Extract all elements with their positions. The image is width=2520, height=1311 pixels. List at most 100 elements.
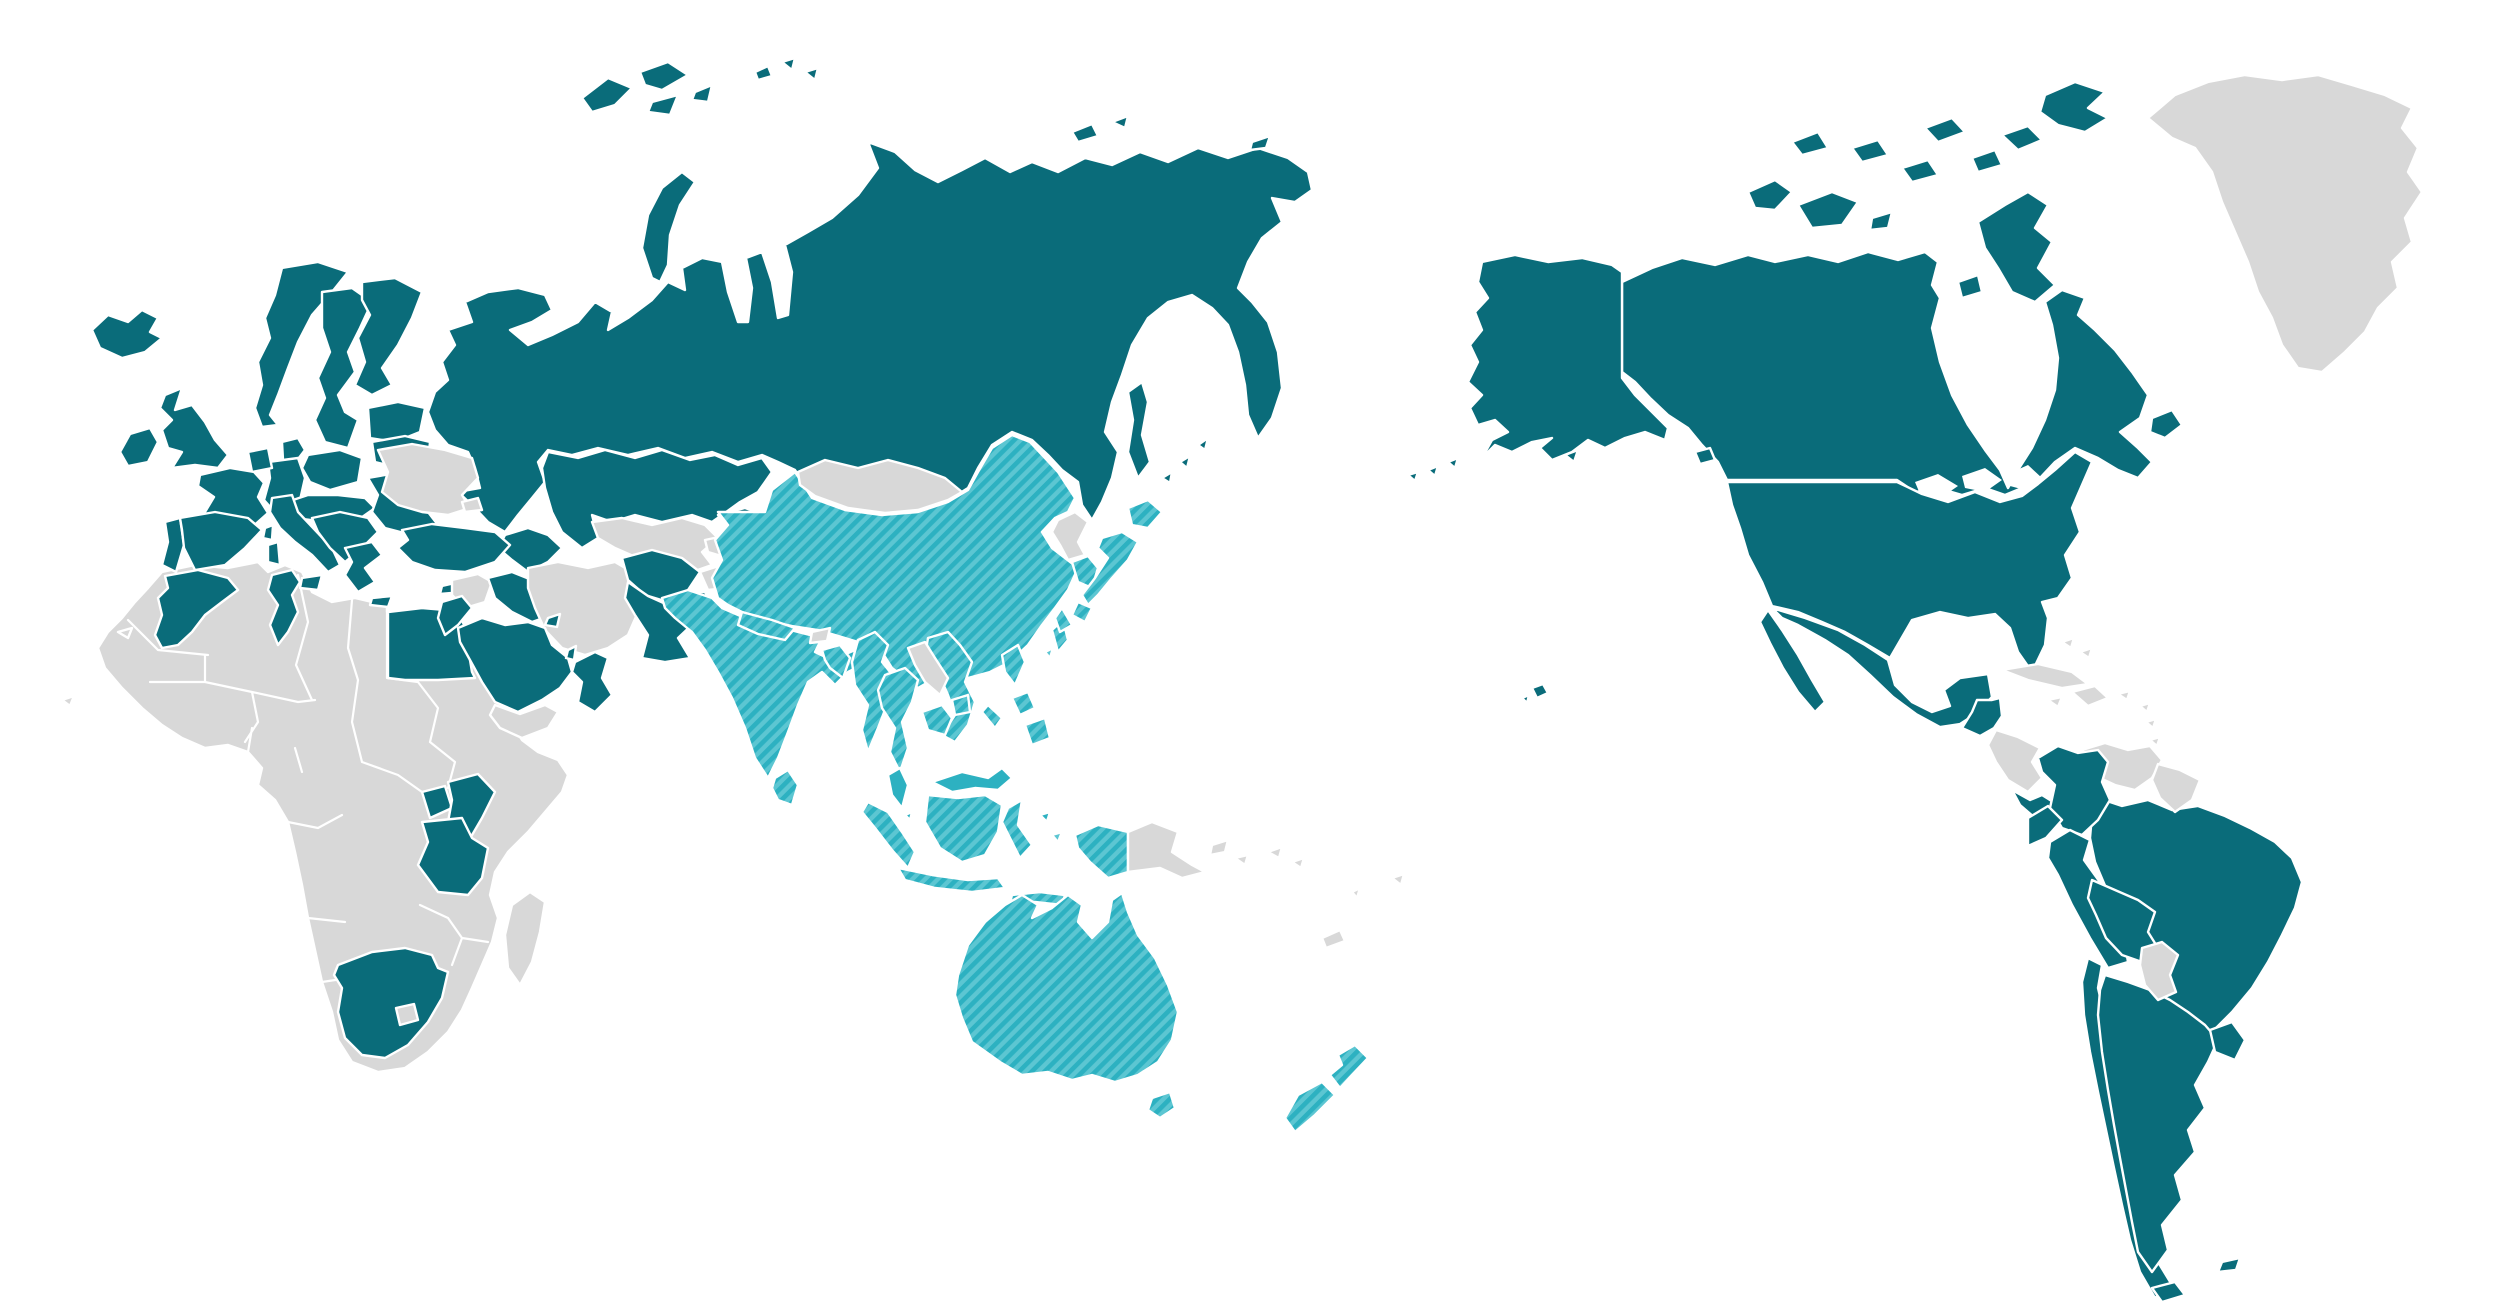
region-japan-okinawa[interactable]: [1043, 646, 1055, 660]
region-finland[interactable]: [353, 276, 424, 397]
region-cambodia[interactable]: [920, 703, 954, 737]
region-hispaniola[interactable]: [2070, 684, 2110, 708]
region-indonesia-west-papua[interactable]: [1073, 823, 1130, 880]
region-sakhalin[interactable]: [1126, 380, 1152, 480]
region-wrangel-island[interactable]: [1248, 134, 1272, 152]
region-franz-josef-land[interactable]: [753, 56, 820, 82]
region-new-zealand-south[interactable]: [1283, 1080, 1337, 1134]
region-turkey[interactable]: [396, 522, 512, 574]
region-honduras-nicaragua[interactable]: [1986, 728, 2044, 794]
region-guianas[interactable]: [2150, 762, 2202, 814]
region-puerto-rico[interactable]: [2116, 689, 2132, 702]
region-victoria-island[interactable]: [1796, 190, 1860, 230]
region-uruguay[interactable]: [2208, 1020, 2247, 1062]
region-baltic-states[interactable]: [366, 400, 427, 444]
region-cuba[interactable]: [2000, 662, 2090, 690]
region-bangladesh[interactable]: [820, 643, 852, 680]
region-banks-island[interactable]: [1746, 178, 1794, 212]
region-falkland-islands[interactable]: [2216, 1256, 2242, 1274]
region-fiji[interactable]: [1390, 872, 1406, 887]
region-indonesia-kalimantan[interactable]: [923, 793, 1004, 864]
region-novaya-zemlya[interactable]: [640, 170, 697, 284]
region-philippines-visayas[interactable]: [1010, 690, 1037, 717]
region-norway[interactable]: [253, 260, 350, 429]
region-madagascar[interactable]: [503, 890, 547, 987]
region-indonesia-moluccas[interactable]: [1038, 810, 1064, 844]
region-kuril-islands[interactable]: [1160, 436, 1210, 485]
region-hawaii[interactable]: [1520, 682, 1550, 705]
region-papua-new-guinea[interactable]: [1126, 820, 1207, 880]
region-uae-oman[interactable]: [570, 650, 614, 714]
region-thailand[interactable]: [876, 666, 920, 774]
region-crimea[interactable]: [460, 496, 484, 514]
region-new-caledonia[interactable]: [1320, 928, 1347, 950]
region-yemen[interactable]: [488, 703, 560, 740]
region-lesser-antilles[interactable]: [2138, 701, 2162, 748]
region-sardinia[interactable]: [266, 540, 282, 567]
region-bhutan[interactable]: [808, 626, 832, 645]
region-png-islands[interactable]: [1208, 838, 1250, 867]
region-nepal[interactable]: [736, 610, 797, 642]
region-tunisia[interactable]: [266, 568, 302, 647]
region-parry-islands[interactable]: [1790, 116, 2004, 184]
region-indonesia-sulawesi[interactable]: [1000, 798, 1034, 860]
region-jamaica[interactable]: [2046, 695, 2064, 709]
region-hainan[interactable]: [950, 693, 972, 717]
region-greenland[interactable]: [2146, 73, 2424, 374]
region-japan-honshu[interactable]: [1080, 530, 1140, 607]
region-ellesmere-island[interactable]: [2038, 80, 2110, 134]
region-indonesia-sumatra[interactable]: [860, 800, 917, 870]
region-turkmenistan-uzbekistan[interactable]: [590, 516, 720, 574]
region-corsica[interactable]: [261, 523, 275, 542]
region-australia[interactable]: [953, 891, 1180, 1084]
region-guatemala-belize[interactable]: [1960, 696, 2004, 738]
region-indonesia-java[interactable]: [896, 866, 1007, 894]
region-spain[interactable]: [178, 510, 264, 572]
region-svalbard[interactable]: [646, 93, 680, 117]
region-alaska[interactable]: [1466, 253, 1670, 462]
region-japan-kyushu-shikoku[interactable]: [1053, 600, 1094, 634]
region-iran[interactable]: [526, 560, 640, 657]
region-benelux[interactable]: [246, 446, 274, 474]
region-canary-islands[interactable]: [116, 626, 134, 640]
region-north-korea[interactable]: [1050, 510, 1090, 562]
region-tierra-del-fuego[interactable]: [2150, 1280, 2187, 1304]
region-russia[interactable]: [426, 140, 1314, 534]
region-tanzania[interactable]: [416, 816, 490, 897]
region-southampton-island[interactable]: [1956, 273, 1984, 300]
region-japan-hokkaido[interactable]: [1126, 498, 1164, 530]
region-new-zealand-north[interactable]: [1328, 1043, 1370, 1090]
region-morocco[interactable]: [153, 568, 240, 650]
region-svalbard[interactable]: [638, 60, 690, 92]
region-ireland[interactable]: [118, 426, 160, 468]
region-newfoundland[interactable]: [2148, 408, 2184, 440]
region-philippines-palawan[interactable]: [980, 703, 1004, 730]
region-mexico[interactable]: [1770, 606, 1994, 729]
region-malaysia-borneo[interactable]: [930, 766, 1014, 794]
region-vancouver-island[interactable]: [1693, 446, 1717, 466]
region-argentina[interactable]: [2096, 973, 2220, 1274]
region-tasmania[interactable]: [1146, 1090, 1177, 1120]
region-devon-island[interactable]: [2000, 124, 2044, 152]
region-sicily[interactable]: [298, 573, 324, 592]
region-svalbard[interactable]: [580, 76, 634, 114]
region-baja-california[interactable]: [1758, 608, 1827, 714]
region-philippines-luzon[interactable]: [1000, 643, 1027, 687]
region-malaysia-peninsula[interactable]: [886, 766, 910, 810]
region-svalbard[interactable]: [690, 83, 714, 104]
region-solomon-islands[interactable]: [1266, 845, 1306, 870]
region-ecuador[interactable]: [2026, 804, 2064, 848]
region-south-africa[interactable]: [332, 946, 450, 1060]
region-paraguay[interactable]: [2138, 940, 2180, 1002]
region-iceland[interactable]: [90, 308, 164, 360]
region-king-william[interactable]: [1868, 210, 1894, 232]
region-greece[interactable]: [343, 540, 384, 594]
region-saudi-arabia[interactable]: [456, 616, 574, 714]
region-bahamas[interactable]: [2060, 636, 2094, 660]
region-philippines-mindanao[interactable]: [1023, 716, 1052, 747]
region-qatar[interactable]: [564, 644, 578, 662]
region-mongolia[interactable]: [796, 458, 964, 515]
region-baffin-island[interactable]: [1976, 190, 2057, 304]
region-united-kingdom[interactable]: [158, 386, 230, 470]
region-kuwait[interactable]: [543, 612, 562, 629]
